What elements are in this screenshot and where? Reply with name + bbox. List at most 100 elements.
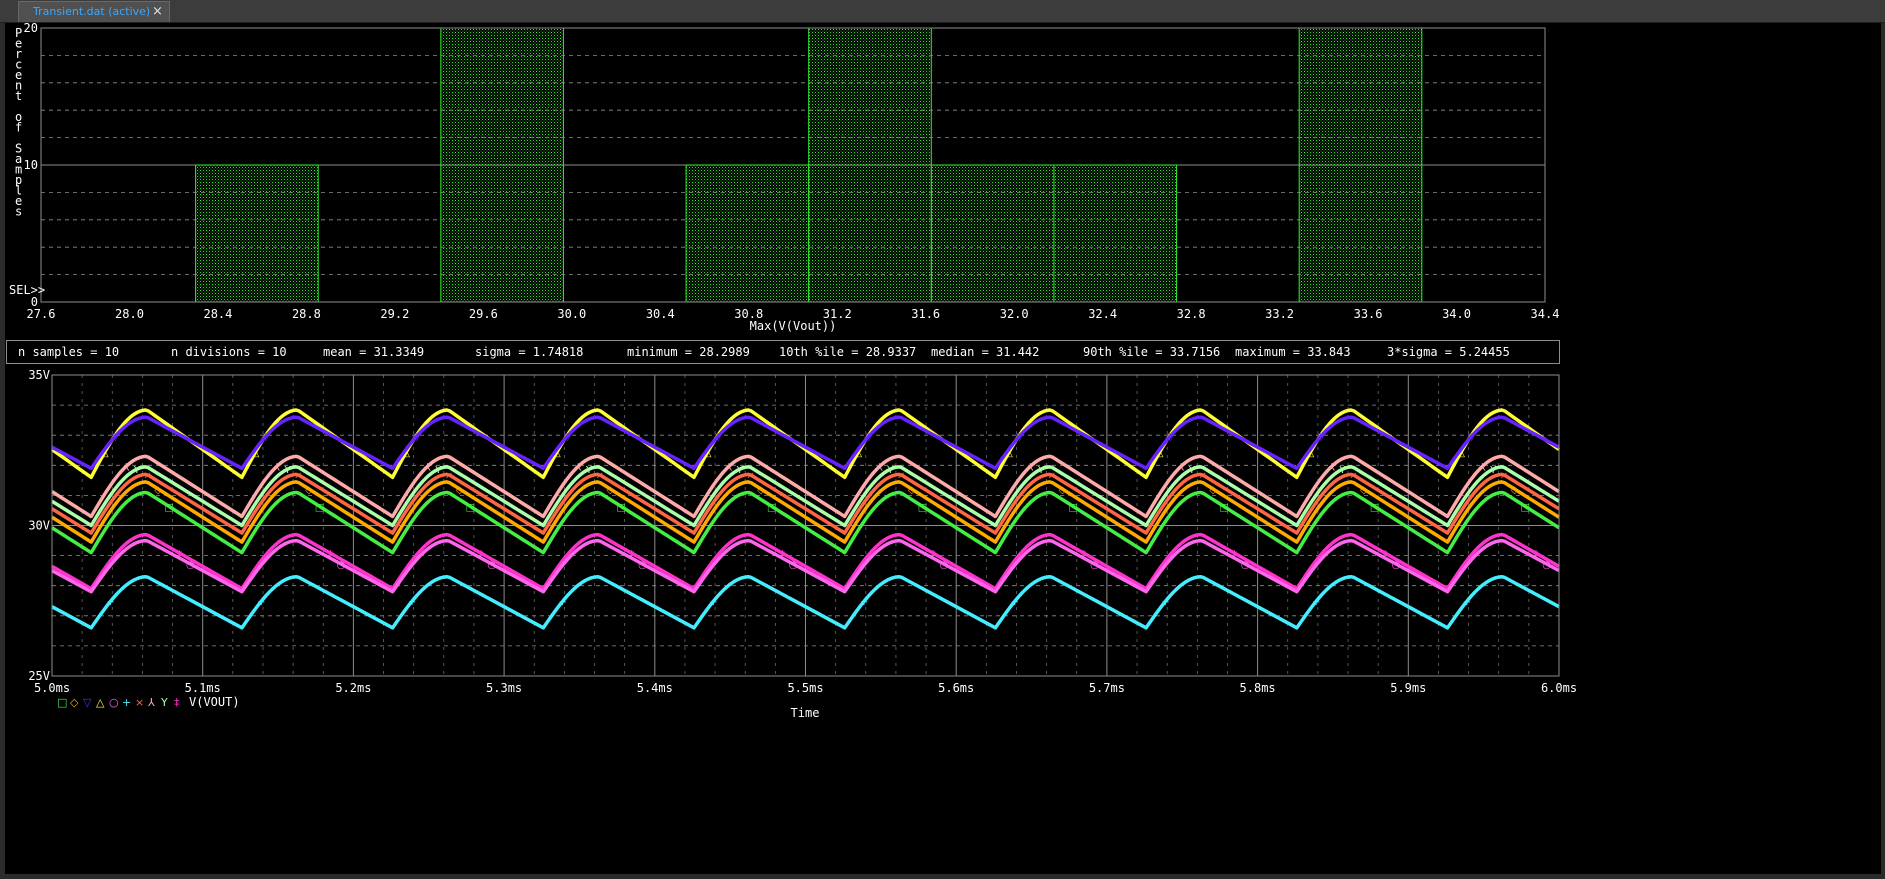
- waveform-grid: [52, 375, 1559, 676]
- stat-10th-percentile: 10th %ile = 28.9337: [779, 345, 916, 359]
- histogram-y-tick-label: 20: [24, 23, 38, 35]
- waveform-marker: ×: [897, 471, 905, 482]
- stat-n-divisions: n divisions = 10: [171, 345, 287, 359]
- legend-marker: ×: [135, 696, 144, 709]
- waveform-marker: +: [408, 597, 416, 608]
- waveform-marker: ◇: [456, 485, 464, 496]
- waveform-marker: ⅄: [575, 462, 582, 473]
- waveform-marker: ×: [445, 471, 453, 482]
- waveform-marker: Y: [585, 465, 593, 476]
- waveform-series: △ △ △ △ △ △ △ △ △ △▽ ▽ ▽ ▽ ▽ ▽ ▽ ▽ ▽ ▽⅄ ⅄ ⅄ ⅄ ⅄ ⅄ ⅄ ⅄ ⅄ ⅄Y Y Y Y Y Y Y Y Y Y…: [50, 408, 1561, 630]
- tab-bar: Transient.dat (active) ×: [0, 0, 1885, 23]
- waveform-marker: ⅄: [274, 462, 281, 473]
- legend-marker: ⅄: [148, 696, 155, 709]
- waveform-marker: ○: [1542, 560, 1551, 571]
- waveform-x-tick-label: 5.3ms: [486, 681, 522, 695]
- waveform-y-tick-label: 35V: [28, 368, 50, 382]
- waveform-x-ticks: 5.0ms 5.1ms 5.2ms 5.3ms 5.4ms 5.5ms 5.6ms 5.7ms…: [34, 681, 1577, 695]
- waveform-x-tick-label: 5.5ms: [787, 681, 823, 695]
- waveform-marker: ⅄: [726, 462, 733, 473]
- waveform-marker: ▽: [262, 432, 270, 443]
- histogram-bar: [808, 27, 932, 303]
- waveform-marker: △: [1306, 448, 1314, 459]
- legend-marker: Y: [160, 696, 168, 709]
- waveform-marker: ⅄: [1479, 462, 1486, 473]
- legend-marker: +: [122, 696, 131, 709]
- waveform-marker: ◇: [1059, 485, 1067, 496]
- waveform-legend[interactable]: □ ◇ ▽ △ ○ + × ⅄ Y ‡ V(VOUT): [57, 695, 240, 709]
- waveform-x-tick-label: 5.6ms: [938, 681, 974, 695]
- histogram-x-tick-label: 33.6: [1354, 307, 1383, 321]
- waveform-marker: ‡: [479, 549, 484, 560]
- waveform-marker: ○: [1241, 560, 1250, 571]
- waveform-marker: □: [315, 502, 324, 513]
- histogram-x-tick-label: 31.6: [911, 307, 940, 321]
- waveform-marker: Y: [1188, 465, 1196, 476]
- histogram-x-tick-label: 29.6: [469, 307, 498, 321]
- close-icon[interactable]: ×: [152, 4, 163, 19]
- histogram-bar: [930, 164, 1055, 303]
- waveform-marker: △: [252, 448, 260, 459]
- waveform-marker: ×: [746, 471, 754, 482]
- histogram-x-ticks: 27.6 28.0 28.4 28.8 29.2 29.6 30.0 30.4 30.8 31.2…: [27, 307, 1560, 321]
- histogram-bar: [685, 164, 810, 303]
- histogram-x-tick-label: 34.0: [1442, 307, 1471, 321]
- waveform-marker: ‡: [931, 549, 936, 560]
- histogram-x-tick-label: 30.0: [557, 307, 586, 321]
- sel-label[interactable]: SEL>>: [9, 283, 45, 297]
- waveform-marker: ○: [487, 560, 496, 571]
- waveform-marker: ○: [186, 560, 195, 571]
- waveform-x-tick-label: 5.7ms: [1089, 681, 1125, 695]
- waveform-marker: Y: [1037, 465, 1045, 476]
- waveform-marker: ▽: [1166, 432, 1174, 443]
- waveform-marker: ▽: [1468, 432, 1476, 443]
- waveform-marker: +: [106, 597, 114, 608]
- waveform-marker: □: [164, 502, 173, 513]
- waveform-marker: Y: [1489, 465, 1497, 476]
- waveform-pane[interactable]: △ △ △ △ △ △ △ △ △ △▽ ▽ ▽ ▽ ▽ ▽ ▽ ▽ ▽ ▽⅄ ⅄ ⅄ ⅄ ⅄ ⅄ ⅄ ⅄ ⅄ ⅄Y Y Y Y Y Y Y Y Y Y…: [28, 368, 1577, 720]
- histogram-x-tick-label: 32.8: [1177, 307, 1206, 321]
- waveform-marker: △: [1005, 448, 1013, 459]
- waveform-marker: △: [101, 448, 109, 459]
- waveform-marker: ◇: [757, 485, 765, 496]
- histogram-bar: [1298, 27, 1423, 303]
- histogram-y-tick-label: 0: [31, 295, 38, 309]
- waveform-series-line: [51, 480, 1560, 544]
- waveform-marker: ⅄: [424, 462, 431, 473]
- waveform-marker: +: [1312, 597, 1320, 608]
- waveform-marker: ○: [1392, 560, 1401, 571]
- waveform-marker: ▽: [865, 432, 873, 443]
- waveform-x-tick-label: 5.8ms: [1240, 681, 1276, 695]
- stat-3-sigma: 3*sigma = 5.24455: [1387, 345, 1510, 359]
- waveform-marker: Y: [736, 465, 744, 476]
- histogram-bars: [195, 27, 1423, 303]
- waveform-marker: +: [1161, 597, 1169, 608]
- waveform-marker: +: [1463, 597, 1471, 608]
- waveform-marker: ×: [1500, 471, 1508, 482]
- stat-n-samples: n samples = 10: [18, 345, 119, 359]
- histogram-bar: [195, 164, 319, 303]
- waveform-y-tick-label: 30V: [28, 519, 50, 533]
- waveform-marker: +: [709, 597, 717, 608]
- histogram-bar: [1053, 164, 1178, 303]
- waveform-marker: ○: [939, 560, 948, 571]
- waveform-marker: ▽: [1317, 432, 1325, 443]
- histogram-pane[interactable]: 0 10 20 27.6 28.0 28.4 28.8 29.2 29.6 30.0 30.4 30…: [9, 23, 1559, 333]
- waveform-marker: ◇: [908, 485, 916, 496]
- legend-marker: ◇: [70, 696, 79, 709]
- waveform-marker: ×: [294, 471, 302, 482]
- histogram-x-tick-label: 30.4: [646, 307, 675, 321]
- waveform-marker: ‡: [629, 549, 634, 560]
- tab-transient-dat[interactable]: Transient.dat (active) ×: [18, 1, 170, 22]
- waveform-marker: ○: [337, 560, 346, 571]
- waveform-marker: □: [767, 502, 776, 513]
- histogram-y-ticks: 0 10 20: [24, 23, 38, 309]
- waveform-marker: ⅄: [1027, 462, 1034, 473]
- histogram-x-tick-label: 29.2: [380, 307, 409, 321]
- waveform-marker: Y: [133, 465, 141, 476]
- histogram-x-tick-label: 28.4: [203, 307, 232, 321]
- statistics-box: n samples = 10 n divisions = 10 mean = 3…: [6, 340, 1560, 364]
- waveform-series-line: [51, 490, 1560, 555]
- waveform-x-tick-label: 6.0ms: [1541, 681, 1577, 695]
